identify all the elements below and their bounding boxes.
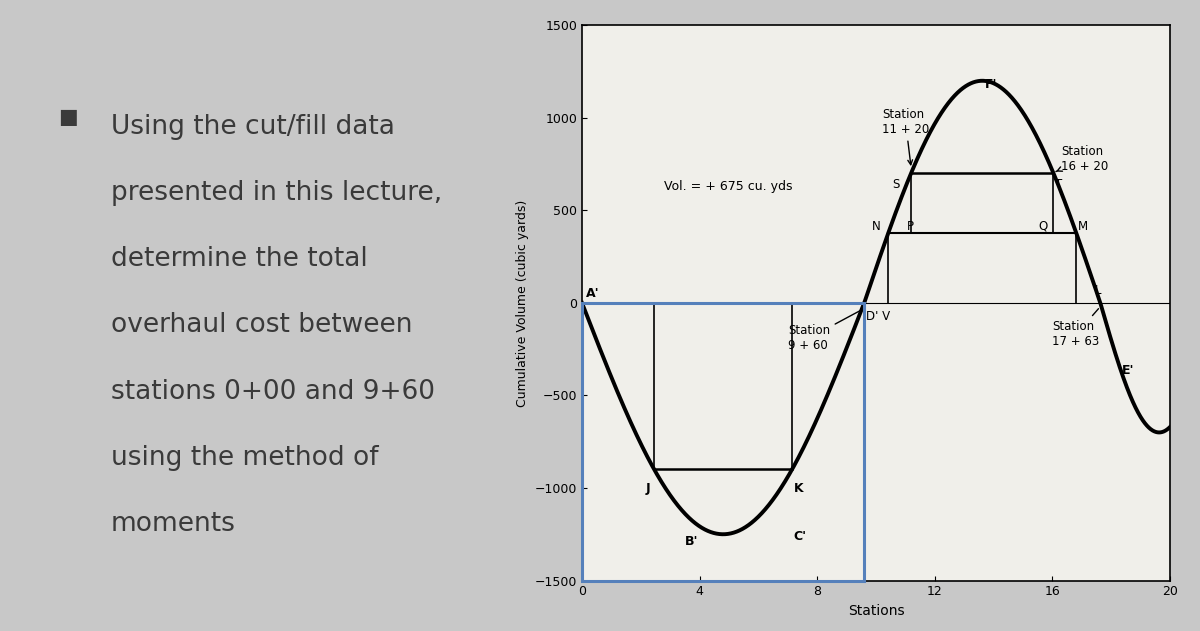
Text: Using the cut/fill data: Using the cut/fill data — [110, 114, 395, 139]
Text: E': E' — [1122, 363, 1134, 377]
Text: stations 0+00 and 9+60: stations 0+00 and 9+60 — [110, 379, 434, 404]
Text: Q: Q — [1038, 220, 1048, 233]
Text: D' V: D' V — [865, 310, 890, 322]
Y-axis label: Cumulative Volume (cubic yards): Cumulative Volume (cubic yards) — [516, 199, 529, 406]
Text: Vol. = + 675 cu. yds: Vol. = + 675 cu. yds — [665, 180, 793, 193]
Text: B': B' — [685, 535, 698, 548]
Text: C': C' — [793, 530, 806, 543]
Bar — [582, 303, 864, 581]
Text: overhaul cost between: overhaul cost between — [110, 312, 412, 338]
Text: J: J — [646, 481, 650, 495]
Text: presented in this lecture,: presented in this lecture, — [110, 180, 442, 206]
Text: Station
17 + 63: Station 17 + 63 — [1052, 309, 1099, 348]
Text: S: S — [892, 177, 900, 191]
Text: T: T — [1055, 177, 1062, 191]
Text: Station
11 + 20: Station 11 + 20 — [882, 108, 929, 165]
Text: M: M — [1078, 220, 1088, 233]
Text: K: K — [793, 481, 803, 495]
Text: Station
9 + 60: Station 9 + 60 — [787, 310, 862, 352]
Text: Station
16 + 20: Station 16 + 20 — [1056, 144, 1109, 173]
Text: L: L — [1096, 283, 1102, 297]
Text: P: P — [907, 220, 914, 233]
Text: A': A' — [587, 287, 600, 300]
Text: using the method of: using the method of — [110, 445, 378, 471]
Text: F': F' — [985, 78, 997, 91]
Text: ■: ■ — [59, 107, 78, 127]
Text: N: N — [872, 220, 881, 233]
X-axis label: Stations: Stations — [847, 604, 905, 618]
Text: moments: moments — [110, 511, 235, 537]
Text: determine the total: determine the total — [110, 246, 367, 272]
